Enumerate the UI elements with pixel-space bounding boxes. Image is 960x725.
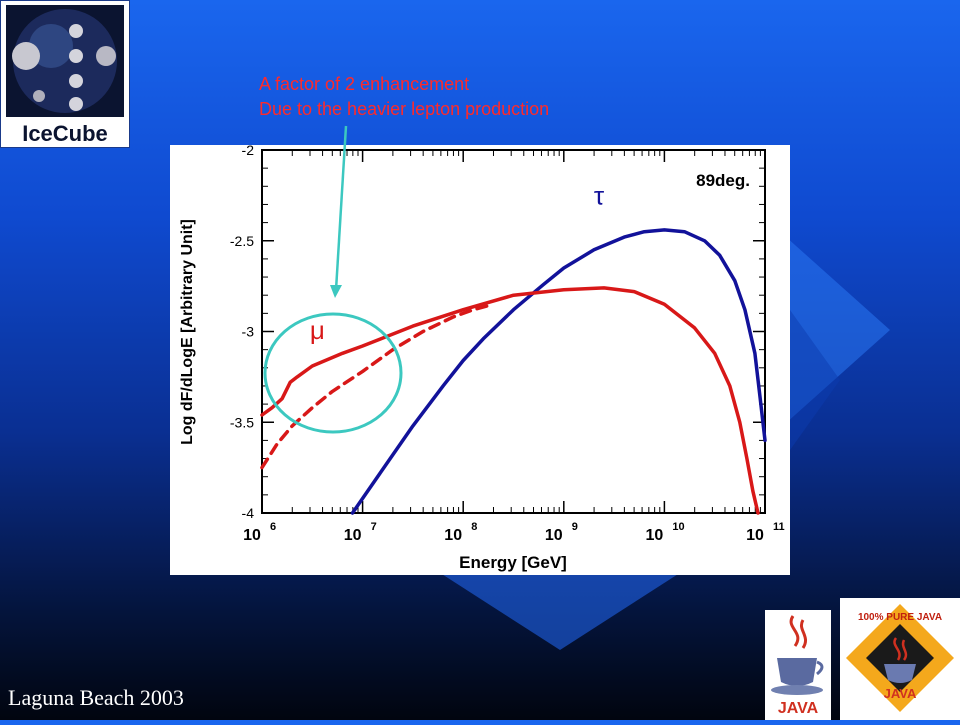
series-line-0: τ	[350, 228, 767, 515]
highlight-circle	[263, 312, 403, 434]
footer-text: Laguna Beach 2003	[8, 685, 184, 710]
x-tick-exponent: 10	[672, 521, 684, 533]
x-tick-exponent: 9	[572, 521, 578, 533]
series-line-1: μ	[260, 286, 760, 515]
pure-java-logo: JAVA 100% PURE JAVA	[840, 598, 960, 720]
annotation-line-2: Due to the heavier lepton production	[259, 99, 550, 119]
curve-label: τ	[594, 180, 605, 210]
y-tick-label: -3	[242, 324, 255, 340]
x-tick-label: 10	[344, 527, 362, 544]
annotation-line-1: A factor of 2 enhancement	[259, 74, 470, 94]
curve-label: μ	[310, 315, 325, 345]
icecube-logo: IceCube	[0, 0, 130, 148]
y-tick-label: -4	[242, 505, 255, 521]
y-tick-label: -2	[242, 145, 255, 158]
annotation: A factor of 2 enhancement Due to the hea…	[259, 72, 549, 122]
annotation-arrowhead	[330, 285, 342, 298]
annotation-arrow	[334, 125, 348, 291]
y-tick-label: -2.5	[230, 233, 254, 249]
java-logo-text: JAVA	[778, 700, 819, 717]
x-tick-exponent: 8	[471, 521, 477, 533]
x-tick-label: 10	[646, 527, 664, 544]
x-axis-label: Energy [GeV]	[459, 553, 567, 572]
x-tick-label: 10	[444, 527, 462, 544]
x-tick-exponent: 7	[371, 521, 377, 533]
x-axis-ticks: 10 6 10 7 10 8 10 9 10 10 10 11	[243, 150, 785, 544]
labels-layer: τμ	[310, 180, 605, 344]
energy-spectrum-chart: 10 6 10 7 10 8 10 9 10 10 10 11 -2-2.5-3-3.5-4 τμμ …	[179, 142, 785, 572]
x-tick-label: 10	[243, 527, 261, 544]
x-tick-exponent: 6	[270, 521, 276, 533]
chart-title: 89deg.	[696, 171, 750, 190]
series-line-2: μ (without heavier lepton production)	[260, 302, 496, 470]
pure-java-text: 100% PURE JAVA	[858, 612, 942, 623]
java-logo: JAVA	[765, 610, 831, 720]
y-tick-label: -3.5	[230, 414, 254, 430]
y-axis-label: Log dF/dLogE [Arbitrary Unit]	[179, 219, 196, 445]
series-layer: τμμ (without heavier lepton production)	[260, 228, 767, 515]
x-tick-label: 10	[545, 527, 563, 544]
x-tick-label: 10	[746, 527, 764, 544]
x-tick-exponent: 11	[773, 521, 785, 533]
logo-text: IceCube	[22, 121, 108, 146]
svg-text:JAVA: JAVA	[884, 686, 917, 701]
